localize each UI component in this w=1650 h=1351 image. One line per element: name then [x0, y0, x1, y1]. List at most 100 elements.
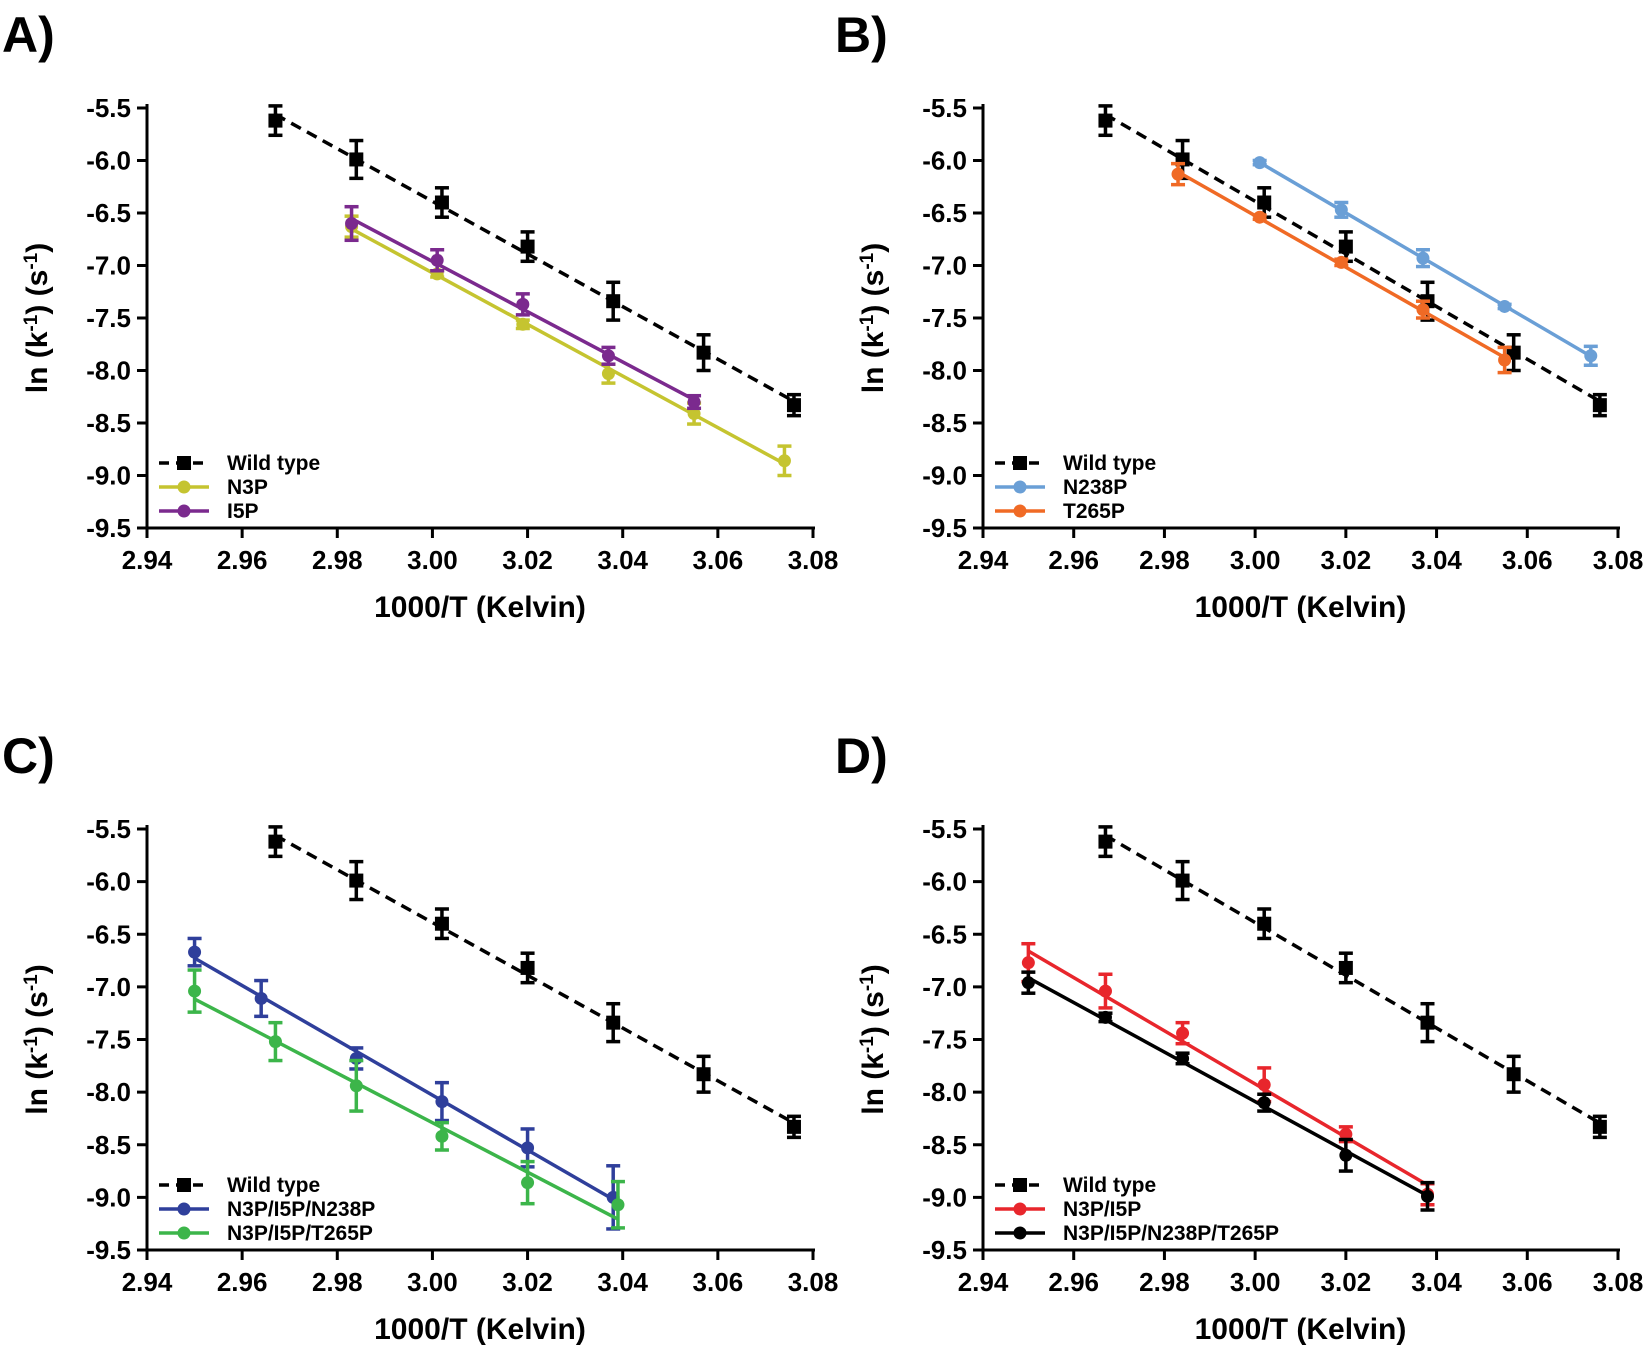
- panel-c-series-n3p-i5p-n238p-point: [188, 945, 202, 959]
- panel-a-series-wild-type: [268, 104, 801, 418]
- panel-c-y-tick-label: -8.0: [86, 1077, 131, 1107]
- panel-b-series-wild-type-point: [1098, 113, 1113, 128]
- panel-a: A)-5.5-6.0-6.5-7.0-7.5-8.0-8.5-9.0-9.52.…: [2, 7, 838, 624]
- panel-a-series-wild-type-point: [268, 113, 283, 128]
- panel-d-legend-entry: N3P/I5P/N238P/T265P: [995, 1222, 1279, 1245]
- panel-c-legend-label: Wild type: [227, 1174, 320, 1197]
- panel-a-legend-entry: N3P: [159, 476, 268, 499]
- panel-a-x-tick-label: 2.96: [217, 545, 268, 575]
- panel-b-y-axis-title-part: -1: [857, 252, 878, 269]
- panel-a-series-n3p-point: [601, 367, 615, 381]
- panel-b-y-axis-title-part: ) (s: [857, 270, 890, 315]
- panel-c-y-axis-title-part: ln (k: [21, 1053, 54, 1115]
- panel-d-x-tick-label: 2.96: [1048, 1267, 1099, 1297]
- panel-c-series-n3p-i5p-t265p-fit-line: [193, 997, 619, 1221]
- panel-a-x-tick-label: 3.02: [502, 545, 553, 575]
- panel-b-series-t265p-point: [1416, 303, 1430, 317]
- panel-b-series-wild-type-point: [1338, 239, 1353, 254]
- panel-d-series-n3p-i5p-n238p-t265p-point: [1021, 976, 1035, 990]
- panel-b-series-t265p-point: [1498, 353, 1512, 367]
- panel-c-series-wild-type-point: [606, 1015, 621, 1030]
- panel-c-series-wild-type-point: [696, 1067, 711, 1082]
- panel-c-series-wild-type-point: [434, 916, 449, 931]
- panel-a-series-n3p-point: [516, 317, 530, 331]
- panel-c-y-axis-title: ln (k-1) (s-1): [21, 964, 55, 1114]
- panel-b-x-tick-label: 3.06: [1502, 545, 1553, 575]
- panel-b-x-tick-label: 3.08: [1593, 545, 1644, 575]
- panel-a-series-n3p-fit-line: [350, 227, 786, 466]
- panel-b-legend-entry: N238P: [995, 476, 1127, 499]
- panel-d: D)-5.5-6.0-6.5-7.0-7.5-8.0-8.5-9.0-9.52.…: [835, 728, 1643, 1346]
- panel-c-x-tick-label: 3.06: [693, 1267, 744, 1297]
- panel-d-series-n3p-i5p-n238p-t265p-point: [1421, 1189, 1434, 1203]
- panel-c-y-tick-label: -9.0: [86, 1182, 131, 1212]
- panel-c-x-tick-label: 3.00: [407, 1267, 458, 1297]
- panel-a-series-i5p: [344, 204, 702, 411]
- panel-b-series-n238p-point: [1416, 251, 1430, 265]
- panel-d-y-tick-label: -9.0: [922, 1182, 967, 1212]
- panel-a-y-tick-label: -7.5: [86, 303, 131, 333]
- panel-b-legend-label: Wild type: [1063, 452, 1156, 475]
- panel-a-y-tick-label: -9.0: [86, 461, 131, 491]
- panel-a-y-tick-label: -6.5: [86, 198, 131, 228]
- panel-d-series-wild-type-point: [1420, 1015, 1435, 1030]
- panel-a-series-wild-type-point: [606, 294, 621, 309]
- panel-a-x-tick-label: 2.98: [312, 545, 363, 575]
- panel-a-x-tick-label: 2.94: [122, 545, 173, 575]
- panel-a-legend-label: I5P: [227, 500, 259, 523]
- panel-c-series-n3p-i5p-n238p-point: [521, 1141, 535, 1155]
- panel-a-series-wild-type-point: [786, 398, 801, 413]
- panel-a-legend-marker: [177, 456, 191, 470]
- panel-d-y-tick-label: -7.5: [922, 1025, 967, 1055]
- panel-a-series-wild-type-point: [434, 195, 449, 210]
- panel-a-y-tick-label: -6.0: [86, 146, 131, 176]
- panel-c-series-n3p-i5p-n238p-point: [435, 1095, 449, 1109]
- panel-b-y-axis-title: ln (k-1) (s-1): [857, 243, 891, 393]
- panel-b-series-n238p-point: [1334, 203, 1348, 217]
- panel-c-x-tick-label: 2.98: [312, 1267, 363, 1297]
- panel-c-legend-label: N3P/I5P/T265P: [227, 1222, 373, 1245]
- panel-c-y-tick-label: -6.0: [86, 867, 131, 897]
- panel-d-x-tick-label: 2.98: [1139, 1267, 1190, 1297]
- panel-b-label: B): [835, 7, 888, 63]
- panel-b-y-axis-title-part: -1: [857, 314, 878, 331]
- panel-d-legend-marker: [1013, 1202, 1027, 1216]
- panel-a-y-axis-title-part: ): [21, 243, 54, 253]
- panel-a-y-tick-label: -7.0: [86, 251, 131, 281]
- panel-c-x-tick-label: 3.04: [597, 1267, 648, 1297]
- panel-a-label: A): [2, 7, 55, 63]
- panel-b-legend-marker: [1013, 504, 1027, 518]
- panel-d-y-axis-title-part: ln (k: [857, 1053, 890, 1115]
- panel-b-y-tick-label: -9.0: [922, 461, 967, 491]
- panel-a-y-axis-title-part: ) (s: [21, 270, 54, 315]
- panel-b-legend-label: N238P: [1063, 476, 1127, 499]
- panel-a-x-tick-label: 3.04: [597, 545, 648, 575]
- panel-a-legend-marker: [177, 504, 191, 518]
- panel-d-series-n3p-i5p-n238p-t265p-point: [1339, 1148, 1353, 1162]
- panel-d-y-axis-title-part: ) (s: [857, 991, 890, 1036]
- panel-b-series-wild-type-point: [1257, 195, 1272, 210]
- panel-c: C)-5.5-6.0-6.5-7.0-7.5-8.0-8.5-9.0-9.52.…: [2, 728, 838, 1346]
- panel-a-series-wild-type-point: [696, 345, 711, 360]
- panel-c-series-n3p-i5p-n238p-point: [254, 991, 268, 1005]
- panel-d-series-n3p-i5p-n238p-t265p-point: [1176, 1051, 1190, 1065]
- panel-a-x-tick-label: 3.08: [788, 545, 839, 575]
- panel-b-y-tick-label: -7.5: [922, 303, 967, 333]
- panel-c-x-tick-label: 3.02: [502, 1267, 553, 1297]
- panel-d-legend-label: N3P/I5P: [1063, 1198, 1141, 1221]
- panel-d-y-tick-label: -8.0: [922, 1077, 967, 1107]
- panel-b-x-axis-title: 1000/T (Kelvin): [1195, 591, 1407, 624]
- panel-a-series-i5p-point: [687, 395, 701, 409]
- panel-b-x-tick-label: 3.04: [1411, 545, 1462, 575]
- panel-b-series-n238p-point: [1253, 156, 1267, 170]
- panel-d-y-tick-label: -7.0: [922, 972, 967, 1002]
- panel-a-y-tick-label: -9.5: [86, 513, 131, 543]
- panel-c-y-axis-title-part: ): [21, 964, 54, 974]
- panel-b-y-tick-label: -9.5: [922, 513, 967, 543]
- panel-b-legend-marker: [1013, 456, 1027, 470]
- panel-a-series-n3p: [344, 214, 792, 478]
- panel-d-series-wild-type-point: [1592, 1119, 1607, 1134]
- panel-d-y-axis-title: ln (k-1) (s-1): [857, 964, 891, 1114]
- panel-b-y-axis-title-part: ln (k: [857, 331, 890, 393]
- panel-b-series-t265p-point: [1171, 167, 1185, 181]
